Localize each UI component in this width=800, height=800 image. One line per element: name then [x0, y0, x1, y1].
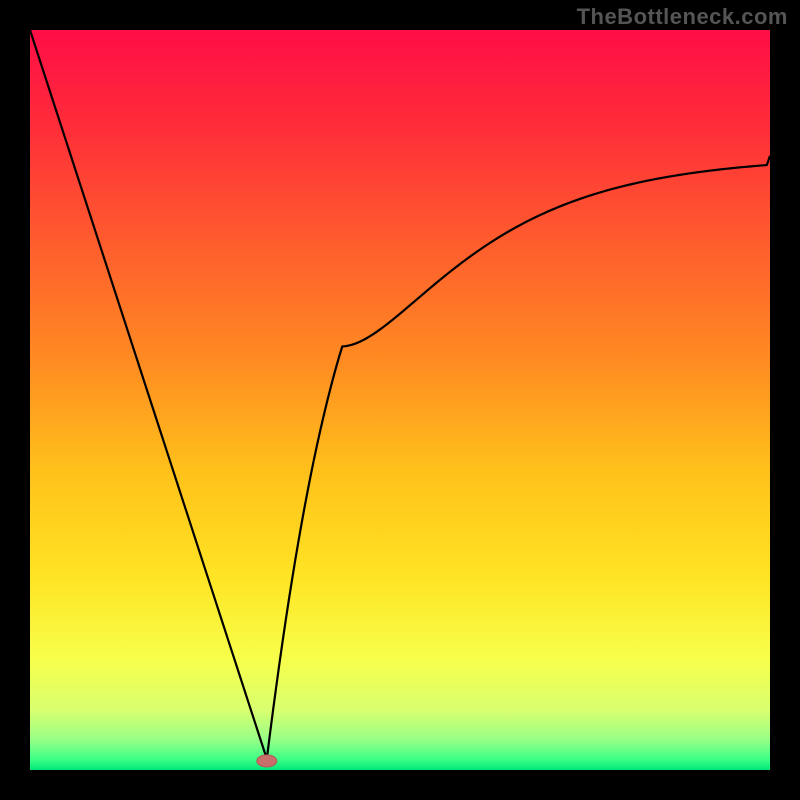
notch-marker [257, 755, 277, 767]
bottleneck-chart [0, 0, 800, 800]
watermark-text: TheBottleneck.com [577, 4, 788, 30]
plot-background-gradient [30, 30, 770, 770]
chart-container: TheBottleneck.com [0, 0, 800, 800]
